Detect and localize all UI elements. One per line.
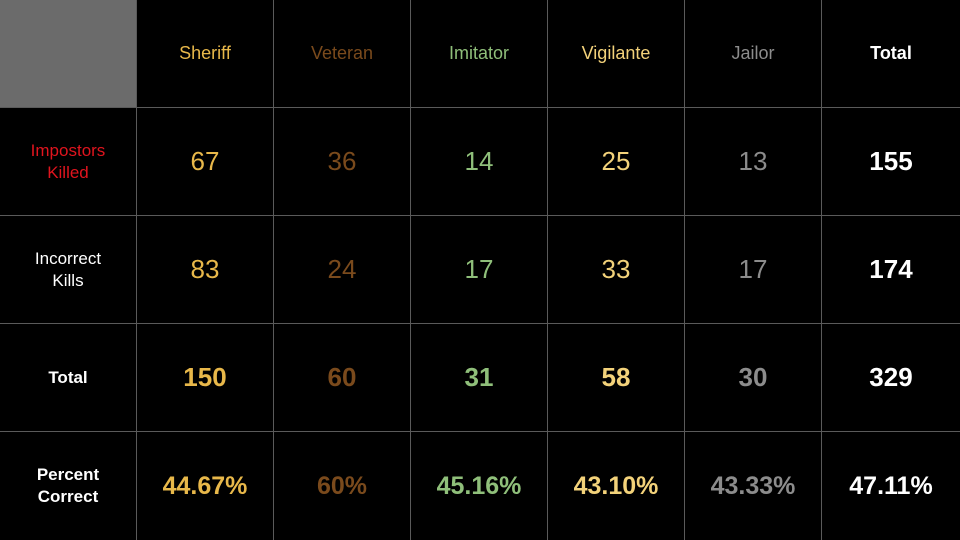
table-corner xyxy=(0,0,137,108)
table-cell-total: 174 xyxy=(822,216,960,324)
column-header-veteran: Veteran xyxy=(274,0,411,108)
row-header-impostors-killed: Impostors Killed xyxy=(0,108,137,216)
table-cell-total: 329 xyxy=(822,324,960,432)
table-cell: 67 xyxy=(137,108,274,216)
table-cell: 83 xyxy=(137,216,274,324)
table-cell-percent: 45.16% xyxy=(411,432,548,540)
table-cell-percent: 43.10% xyxy=(548,432,685,540)
column-header-total: Total xyxy=(822,0,960,108)
table-cell: 17 xyxy=(411,216,548,324)
table-cell: 58 xyxy=(548,324,685,432)
table-cell-percent: 44.67% xyxy=(137,432,274,540)
table-cell-percent-total: 47.11% xyxy=(822,432,960,540)
table-cell: 25 xyxy=(548,108,685,216)
table-cell: 13 xyxy=(685,108,822,216)
row-header-total: Total xyxy=(0,324,137,432)
table-cell: 36 xyxy=(274,108,411,216)
table-cell-percent: 43.33% xyxy=(685,432,822,540)
table-cell: 30 xyxy=(685,324,822,432)
table-cell: 17 xyxy=(685,216,822,324)
table-cell: 150 xyxy=(137,324,274,432)
column-header-jailor: Jailor xyxy=(685,0,822,108)
row-header-percent-correct: Percent Correct xyxy=(0,432,137,540)
table-cell: 33 xyxy=(548,216,685,324)
column-header-vigilante: Vigilante xyxy=(548,0,685,108)
table-cell: 31 xyxy=(411,324,548,432)
table-cell-percent: 60% xyxy=(274,432,411,540)
table-cell-total: 155 xyxy=(822,108,960,216)
table-cell: 14 xyxy=(411,108,548,216)
column-header-imitator: Imitator xyxy=(411,0,548,108)
table-cell: 60 xyxy=(274,324,411,432)
row-header-incorrect-kills: Incorrect Kills xyxy=(0,216,137,324)
table-cell: 24 xyxy=(274,216,411,324)
column-header-sheriff: Sheriff xyxy=(137,0,274,108)
